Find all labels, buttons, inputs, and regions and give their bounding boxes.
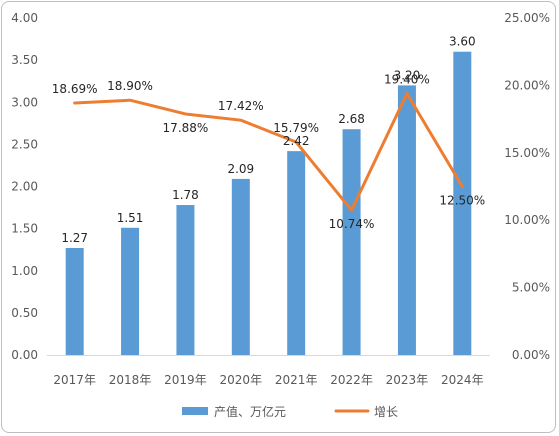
line-data-label: 17.88% (163, 121, 209, 135)
line-data-label: 10.74% (329, 217, 375, 231)
bar-data-label: 1.27 (61, 231, 88, 245)
line-data-label: 18.90% (107, 79, 153, 93)
line-data-label: 19.40% (384, 72, 430, 86)
growth-line (73, 91, 464, 212)
bar-2017 (65, 248, 84, 355)
left-axis-tick-label: 1.50 (11, 222, 38, 236)
line-data-label: 17.42% (218, 99, 264, 113)
left-axis-tick-label: 3.00 (11, 95, 38, 109)
x-axis-tick-label: 2018年 (109, 373, 152, 387)
bar-2019 (176, 205, 195, 355)
bar-2024 (453, 51, 472, 355)
x-axis-tick-label: 2022年 (330, 373, 373, 387)
line-data-label: 12.50% (439, 194, 485, 208)
x-axis-tick-label: 2017年 (53, 373, 96, 387)
x-axis-tick-label: 2021年 (275, 373, 318, 387)
left-axis-tick-label: 0.00 (11, 348, 38, 362)
left-axis-tick-label: 1.00 (11, 264, 38, 278)
right-axis-tick-label: 20.00% (504, 78, 550, 92)
right-axis-tick-label: 15.00% (504, 146, 550, 160)
bar-2023 (397, 85, 416, 356)
bar-2020 (231, 178, 250, 355)
legend-label-growth: 增长 (374, 405, 398, 419)
bar-data-label: 2.68 (338, 112, 365, 126)
right-axis-tick-label: 10.00% (504, 213, 550, 227)
line-data-label: 18.69% (52, 82, 98, 96)
left-axis-tick-label: 4.00 (11, 11, 38, 25)
line-data-label: 15.79% (273, 121, 319, 135)
x-axis-tick-label: 2019年 (164, 373, 207, 387)
bar-data-label: 3.20 (394, 68, 421, 82)
combo-chart: 0.00 0.50 1.00 1.50 2.00 2.50 3.00 3.50 4.00 0.00… (11, 11, 550, 419)
bar-2021 (287, 151, 306, 355)
right-axis-tick-label: 25.00% (504, 11, 550, 25)
x-axis-tick-label: 2023年 (386, 373, 429, 387)
right-axis-tick-label: 0.00% (512, 348, 550, 362)
bar-data-label: 2.09 (227, 162, 254, 176)
bar-data-label: 1.51 (117, 211, 144, 225)
x-axis-tick-label: 2024年 (441, 373, 484, 387)
bar-data-label: 1.78 (172, 188, 199, 202)
left-axis-tick-label: 2.00 (11, 180, 38, 194)
bar-2018 (121, 227, 140, 355)
x-axis-tick-label: 2020年 (220, 373, 263, 387)
left-axis-tick-label: 2.50 (11, 137, 38, 151)
left-axis-tick-label: 0.50 (11, 306, 38, 320)
bar-data-label: 2.42 (283, 134, 310, 148)
legend-label-output: 产值、万亿元 (214, 404, 286, 419)
bar-2022 (342, 129, 361, 355)
left-axis-tick-label: 3.50 (11, 53, 38, 67)
legend-swatch-output (182, 407, 208, 415)
bar-data-label: 3.60 (449, 35, 476, 49)
right-axis-tick-label: 5.00% (512, 281, 550, 295)
